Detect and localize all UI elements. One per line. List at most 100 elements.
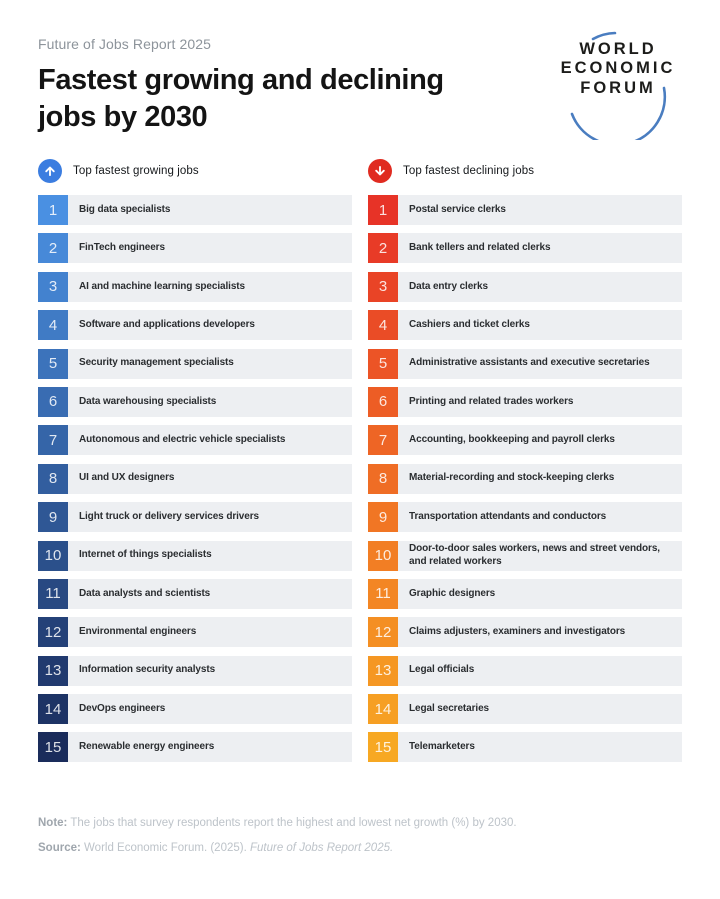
job-label-cell: Cashiers and ticket clerks (398, 310, 682, 341)
ranking-columns: Top fastest growing jobs 1 Big data spec… (38, 158, 682, 763)
rank-badge: 10 (38, 540, 68, 571)
rank-badge: 11 (38, 578, 68, 609)
table-row: 11 Data analysts and scientists (38, 578, 352, 609)
job-label: Data entry clerks (409, 280, 488, 292)
table-row: 6 Data warehousing specialists (38, 386, 352, 417)
rank-badge: 14 (368, 694, 398, 725)
rank-badge: 2 (368, 233, 398, 264)
rank-badge: 15 (368, 732, 398, 763)
rank-badge: 1 (38, 195, 68, 225)
job-label: Postal service clerks (409, 203, 506, 215)
job-label: DevOps engineers (79, 702, 166, 714)
job-label: Cashiers and ticket clerks (409, 318, 530, 330)
job-label: Autonomous and electric vehicle speciali… (79, 434, 286, 446)
job-label: UI and UX designers (79, 472, 175, 484)
table-row: 2 FinTech engineers (38, 233, 352, 264)
job-label-cell: Light truck or delivery services drivers (68, 502, 352, 533)
job-label-cell: DevOps engineers (68, 694, 352, 725)
table-row: 3 Data entry clerks (368, 271, 682, 302)
job-label-cell: Security management specialists (68, 348, 352, 379)
job-label-cell: Big data specialists (68, 195, 352, 225)
rank-badge: 7 (368, 425, 398, 456)
source-label: Source: (38, 842, 81, 854)
job-label: Bank tellers and related clerks (409, 242, 551, 254)
table-row: 6 Printing and related trades workers (368, 386, 682, 417)
job-label-cell: Bank tellers and related clerks (398, 233, 682, 264)
growing-column: Top fastest growing jobs 1 Big data spec… (38, 158, 352, 763)
table-row: 5 Security management specialists (38, 348, 352, 379)
table-row: 15 Telemarketers (368, 732, 682, 763)
job-label: Light truck or delivery services drivers (79, 510, 259, 522)
note-text: The jobs that survey respondents report … (67, 817, 517, 829)
job-label-cell: Data warehousing specialists (68, 386, 352, 417)
table-row: 14 DevOps engineers (38, 694, 352, 725)
job-label: Claims adjusters, examiners and investig… (409, 626, 626, 638)
table-row: 11 Graphic designers (368, 578, 682, 609)
source-report-name: Future of Jobs Report 2025. (249, 842, 394, 854)
declining-rows: 1 Postal service clerks 2 Bank tellers a… (368, 195, 682, 763)
job-label-cell: Data analysts and scientists (68, 578, 352, 609)
table-row: 3 AI and machine learning specialists (38, 271, 352, 302)
job-label-cell: Administrative assistants and executive … (398, 348, 682, 379)
job-label-cell: Accounting, bookkeeping and payroll cler… (398, 425, 682, 456)
arrow-down-icon (368, 159, 392, 183)
job-label: AI and machine learning specialists (79, 280, 246, 292)
rank-badge: 2 (38, 233, 68, 264)
job-label: Printing and related trades workers (409, 395, 574, 407)
rank-badge: 13 (38, 655, 68, 686)
wef-logo: WORLD ECONOMIC FORUM (538, 30, 698, 140)
job-label: Transportation attendants and conductors (409, 510, 607, 522)
rank-badge: 8 (368, 463, 398, 494)
job-label: Administrative assistants and executive … (409, 357, 650, 369)
rank-badge: 5 (368, 348, 398, 379)
rank-badge: 8 (38, 463, 68, 494)
rank-badge: 6 (368, 386, 398, 417)
declining-column-header: Top fastest declining jobs (368, 158, 682, 184)
rank-badge: 12 (38, 617, 68, 648)
job-label-cell: Material-recording and stock-keeping cle… (398, 463, 682, 494)
job-label-cell: Postal service clerks (398, 195, 682, 225)
job-label-cell: AI and machine learning specialists (68, 271, 352, 302)
job-label-cell: Environmental engineers (68, 617, 352, 648)
rank-badge: 10 (368, 540, 398, 571)
rank-badge: 11 (368, 578, 398, 609)
table-row: 4 Cashiers and ticket clerks (368, 310, 682, 341)
table-row: 10 Internet of things specialists (38, 540, 352, 571)
job-label-cell: Autonomous and electric vehicle speciali… (68, 425, 352, 456)
job-label-cell: Telemarketers (398, 732, 682, 763)
rank-badge: 7 (38, 425, 68, 456)
job-label-cell: Claims adjusters, examiners and investig… (398, 617, 682, 648)
job-label-cell: Door-to-door sales workers, news and str… (398, 540, 682, 571)
job-label: Legal secretaries (409, 702, 490, 714)
table-row: 9 Light truck or delivery services drive… (38, 502, 352, 533)
job-label: Data warehousing specialists (79, 395, 217, 407)
job-label: Data analysts and scientists (79, 587, 211, 599)
table-row: 8 UI and UX designers (38, 463, 352, 494)
job-label-cell: Legal officials (398, 655, 682, 686)
job-label: Accounting, bookkeeping and payroll cler… (409, 434, 615, 446)
wef-logo-text: WORLD ECONOMIC FORUM (560, 40, 676, 97)
job-label: Environmental engineers (79, 626, 197, 638)
rank-badge: 4 (38, 310, 68, 341)
job-label-cell: Software and applications developers (68, 310, 352, 341)
growing-rows: 1 Big data specialists 2 FinTech enginee… (38, 195, 352, 763)
job-label: Big data specialists (79, 203, 171, 215)
table-row: 1 Big data specialists (38, 195, 352, 225)
job-label-cell: Information security analysts (68, 655, 352, 686)
rank-badge: 9 (38, 502, 68, 533)
table-row: 15 Renewable energy engineers (38, 732, 352, 763)
job-label: Legal officials (409, 664, 475, 676)
rank-badge: 9 (368, 502, 398, 533)
table-row: 12 Environmental engineers (38, 617, 352, 648)
job-label: Graphic designers (409, 587, 496, 599)
rank-badge: 13 (368, 655, 398, 686)
job-label: Telemarketers (409, 741, 475, 753)
source-text: World Economic Forum. (2025). (80, 842, 250, 854)
table-row: 7 Accounting, bookkeeping and payroll cl… (368, 425, 682, 456)
declining-column: Top fastest declining jobs 1 Postal serv… (368, 158, 682, 763)
job-label: Security management specialists (79, 357, 234, 369)
job-label-cell: Printing and related trades workers (398, 386, 682, 417)
table-row: 13 Legal officials (368, 655, 682, 686)
table-row: 1 Postal service clerks (368, 195, 682, 225)
